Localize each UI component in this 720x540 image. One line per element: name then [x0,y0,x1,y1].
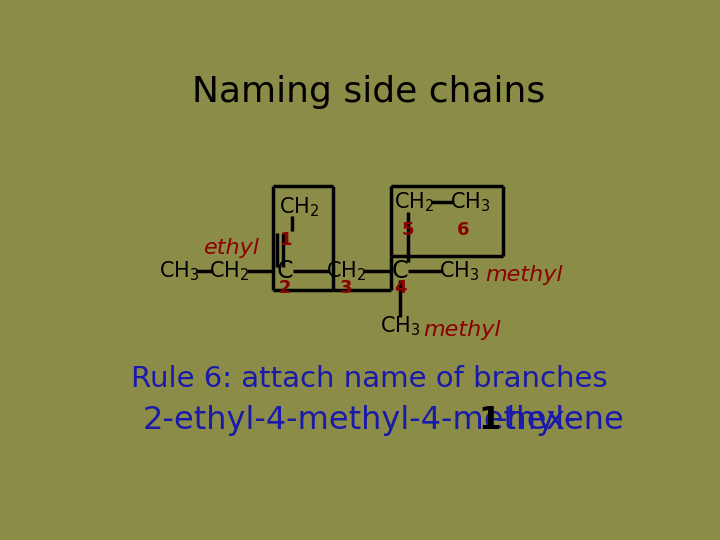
Text: CH$_3$: CH$_3$ [438,259,479,283]
Text: CH$_3$: CH$_3$ [379,315,420,339]
Text: ethyl: ethyl [204,238,260,258]
Text: methyl: methyl [423,320,500,340]
Text: methyl: methyl [485,265,563,285]
Text: 2-ethyl-4-methyl-4-methyl-: 2-ethyl-4-methyl-4-methyl- [143,405,576,436]
Text: 3: 3 [340,279,352,297]
Text: CH$_3$: CH$_3$ [449,190,490,214]
Text: 6: 6 [457,221,470,239]
Text: 4: 4 [394,279,406,297]
Text: 1: 1 [479,405,501,436]
Text: -hexene: -hexene [496,405,624,436]
Text: CH$_3$: CH$_3$ [159,259,199,283]
Text: C: C [392,259,408,283]
Text: C: C [277,259,294,283]
Text: 2: 2 [279,279,292,297]
Text: 1: 1 [280,231,292,249]
Text: Naming side chains: Naming side chains [192,75,546,109]
Text: CH$_2$: CH$_2$ [325,259,366,283]
Text: 5: 5 [402,221,414,239]
Text: CH$_2$: CH$_2$ [210,259,250,283]
Text: Rule 6: attach name of branches: Rule 6: attach name of branches [131,365,607,393]
Text: CH$_2$: CH$_2$ [394,190,434,214]
Text: CH$_2$: CH$_2$ [279,195,320,219]
